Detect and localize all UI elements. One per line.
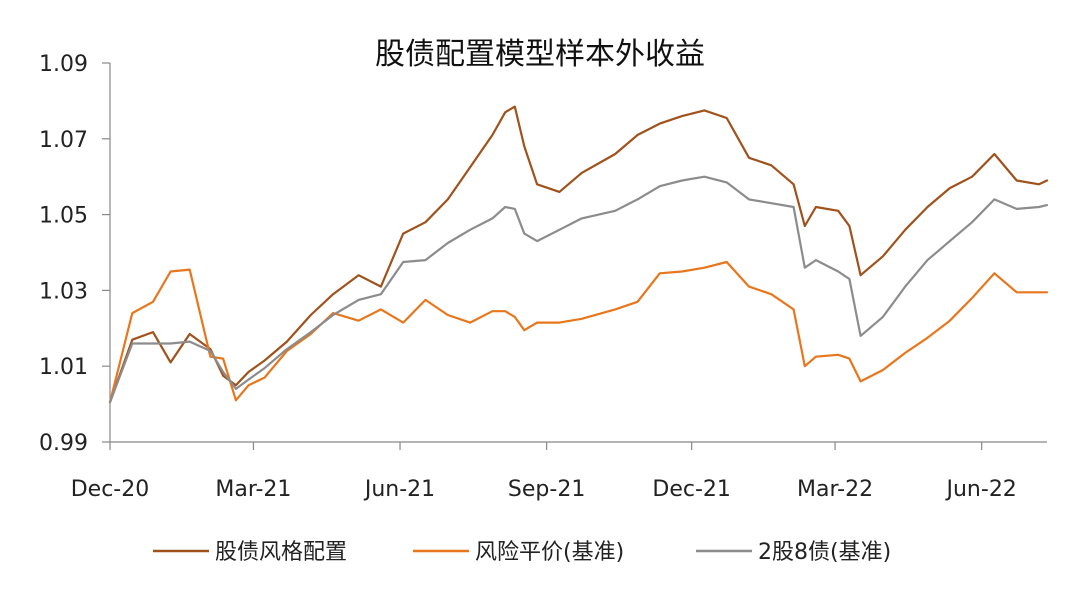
series-layer (108, 105, 1049, 404)
series-line-1 (108, 105, 1049, 404)
y-tick-label: 1.09 (39, 52, 88, 77)
x-tick-label: Jun-22 (945, 477, 1017, 502)
y-tick-label: 1.05 (39, 204, 88, 229)
legend-label-1: 股债风格配置 (215, 540, 347, 565)
y-tick-label: 1.07 (39, 128, 88, 153)
y-tick-label: 1.01 (39, 355, 88, 380)
series-line-2 (108, 260, 1049, 404)
x-tick-label: Sep-21 (508, 477, 585, 502)
y-tick-label: 0.99 (39, 431, 88, 456)
y-tick-label: 1.03 (39, 279, 88, 304)
x-tick-label: Mar-22 (797, 477, 873, 502)
legend-label-3: 2股8债(基准) (758, 540, 891, 565)
x-tick-label: Dec-20 (71, 477, 150, 502)
series-line-3 (108, 175, 1049, 404)
x-tick-label: Jun-21 (363, 477, 435, 502)
chart-title: 股债配置模型样本外收益 (375, 37, 705, 72)
legend: 股债风格配置 风险平价(基准) 2股8债(基准) (153, 540, 891, 565)
axes: 0.99 1.01 1.03 1.05 1.07 1.09 Dec-20 Mar-21 Jun-… (39, 52, 1047, 502)
x-tick-label: Mar-21 (215, 477, 291, 502)
legend-label-2: 风险平价(基准) (475, 540, 624, 565)
x-tick-label: Dec-21 (652, 477, 731, 502)
